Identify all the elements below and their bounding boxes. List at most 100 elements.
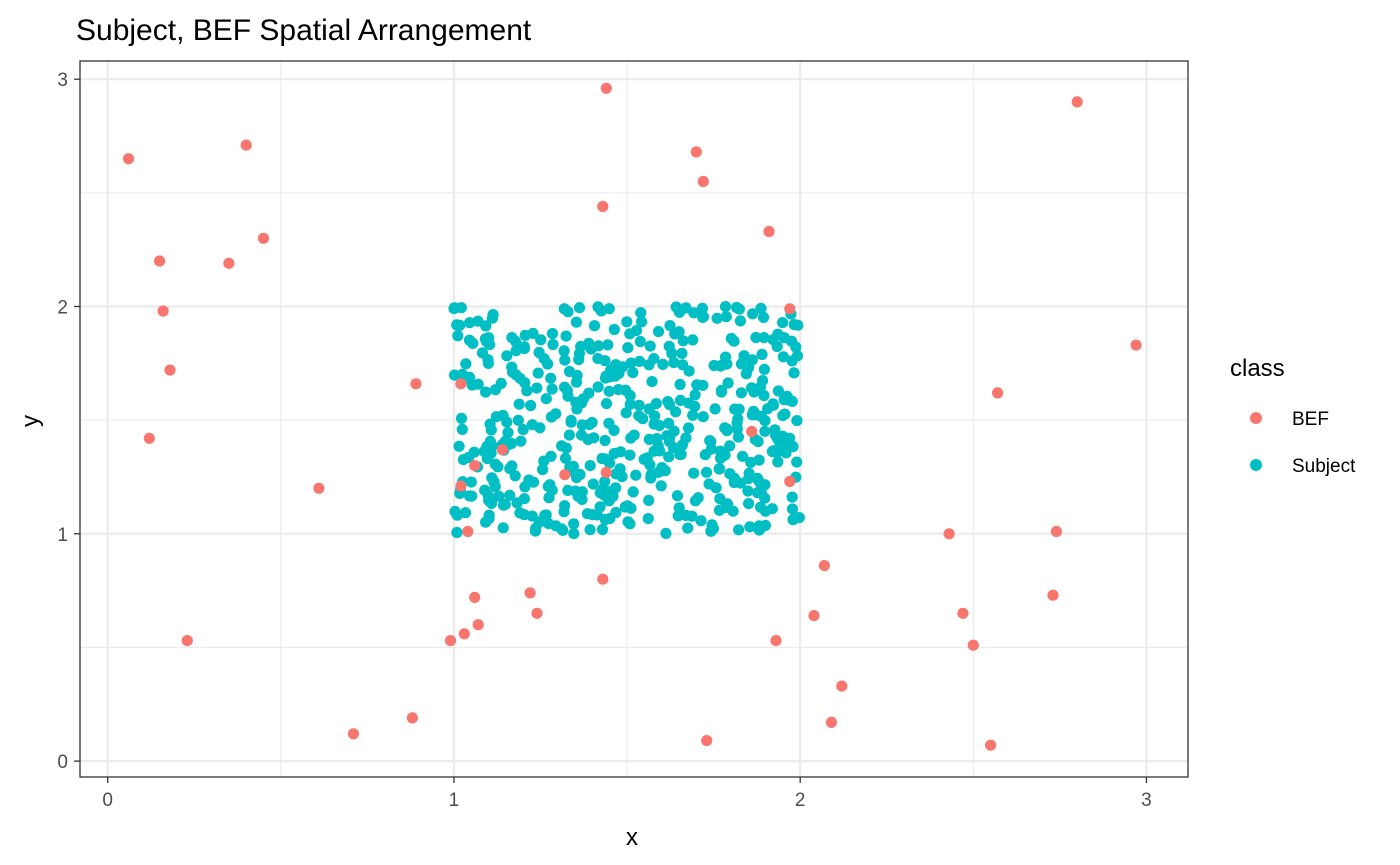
point-subject: [622, 516, 634, 528]
point-subject: [655, 480, 667, 492]
point-subject: [625, 502, 637, 514]
point-subject: [663, 417, 675, 429]
point-subject: [448, 369, 461, 381]
y-tick-label: 3: [57, 70, 68, 91]
point-subject: [710, 482, 722, 494]
point-subject: [570, 376, 583, 388]
point-subject: [711, 312, 723, 324]
point-subject: [476, 347, 489, 359]
point-subject: [756, 348, 768, 360]
point-bef: [347, 728, 360, 740]
point-subject: [635, 307, 647, 319]
point-subject: [576, 419, 588, 431]
point-bef: [496, 444, 508, 456]
major-gridlines: [80, 61, 1188, 777]
point-subject: [677, 335, 689, 347]
point-subject: [705, 436, 717, 448]
point-subject: [513, 398, 525, 410]
point-bef: [157, 305, 169, 317]
point-bef: [763, 225, 775, 238]
point-subject: [786, 491, 798, 503]
point-subject: [758, 332, 770, 344]
point-subject: [755, 302, 767, 314]
point-subject: [472, 378, 484, 390]
point-subject: [652, 326, 665, 338]
data-points: [122, 82, 1142, 751]
point-bef: [701, 735, 713, 747]
point-subject: [663, 399, 676, 411]
point-subject: [785, 335, 798, 347]
point-subject: [759, 415, 771, 427]
point-subject: [594, 501, 606, 513]
point-subject: [455, 412, 468, 424]
point-subject: [567, 460, 579, 472]
point-subject: [674, 378, 686, 391]
point-subject: [521, 385, 533, 397]
point-subject: [700, 466, 713, 478]
point-subject: [512, 414, 524, 426]
point-bef: [143, 432, 155, 444]
point-bef: [455, 480, 467, 492]
point-subject: [560, 442, 572, 454]
point-subject: [708, 359, 720, 372]
point-subject: [559, 452, 572, 464]
point-bef: [472, 619, 484, 631]
point-subject: [509, 335, 522, 347]
point-subject: [573, 302, 586, 314]
point-subject: [515, 435, 527, 447]
point-subject: [766, 503, 778, 515]
point-subject: [786, 503, 799, 515]
point-subject: [644, 340, 656, 352]
point-subject: [686, 510, 698, 522]
point-subject: [510, 345, 522, 357]
point-subject: [479, 484, 491, 496]
point-subject: [482, 357, 494, 369]
point-subject: [630, 469, 642, 481]
point-subject: [546, 328, 559, 340]
point-subject: [651, 433, 663, 445]
point-subject: [754, 381, 767, 393]
point-subject: [646, 376, 658, 388]
point-subject: [772, 456, 784, 468]
point-subject: [713, 504, 726, 516]
point-bef: [818, 560, 831, 572]
legend-label-bef: BEF: [1292, 409, 1329, 430]
point-bef: [1050, 525, 1062, 538]
point-subject: [608, 424, 620, 436]
point-subject: [547, 338, 559, 351]
point-subject: [604, 486, 616, 498]
y-tick-label: 2: [57, 297, 68, 318]
point-bef: [600, 82, 612, 94]
point-subject: [457, 454, 469, 466]
point-subject: [727, 505, 739, 517]
point-subject: [719, 301, 732, 313]
point-bef: [967, 639, 979, 651]
point-subject: [454, 319, 466, 331]
point-subject: [656, 462, 668, 474]
point-subject: [731, 423, 743, 435]
point-subject: [682, 422, 695, 434]
point-bef: [240, 139, 252, 151]
point-subject: [570, 396, 582, 408]
point-subject: [511, 497, 523, 509]
point-subject: [759, 519, 772, 532]
point-bef: [1047, 589, 1059, 601]
point-subject: [728, 472, 740, 484]
point-subject: [562, 306, 574, 318]
point-subject: [715, 384, 728, 396]
point-subject: [777, 351, 790, 363]
point-subject: [594, 487, 606, 499]
point-subject: [750, 331, 762, 344]
point-subject: [608, 323, 620, 336]
point-subject: [791, 350, 804, 362]
point-subject: [480, 386, 492, 398]
point-subject: [595, 305, 607, 317]
point-subject: [742, 485, 754, 497]
point-subject: [485, 497, 498, 509]
point-bef: [458, 628, 470, 640]
point-subject: [777, 317, 789, 329]
point-subject: [583, 387, 595, 399]
point-subject: [721, 423, 733, 435]
point-subject: [719, 351, 732, 363]
point-subject: [733, 524, 745, 536]
